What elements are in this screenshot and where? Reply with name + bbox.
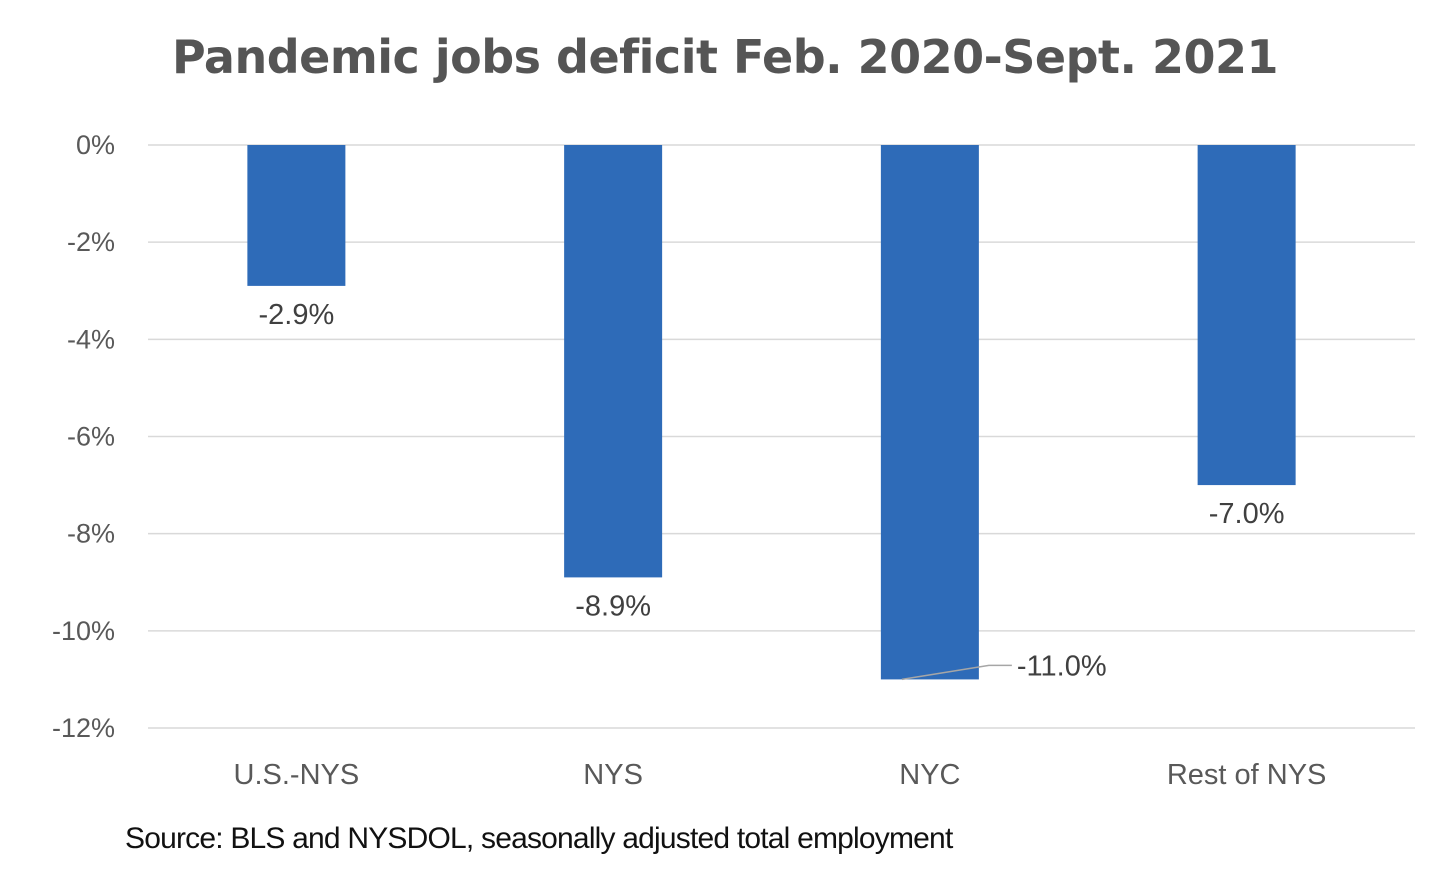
bar	[564, 145, 663, 578]
bar	[880, 145, 979, 680]
bar	[1197, 145, 1296, 486]
data-label: -2.9%	[258, 299, 334, 331]
y-tick-label: -6%	[67, 422, 115, 452]
data-label: -8.9%	[575, 590, 651, 622]
y-axis-tick-labels: 0% -2% -4% -6% -8% -10% -12%	[52, 130, 115, 743]
source-note: Source: BLS and NYSDOL, seasonally adjus…	[125, 822, 953, 855]
y-tick-label: -10%	[52, 616, 115, 646]
gridlines	[148, 144, 1415, 729]
y-tick-label: -4%	[67, 324, 115, 354]
x-tick-label: NYS	[583, 759, 643, 791]
x-tick-label: NYC	[899, 759, 960, 791]
bar	[247, 145, 346, 286]
y-tick-label: -12%	[52, 713, 115, 743]
x-axis-category-labels: U.S.-NYS NYS NYC Rest of NYS	[234, 759, 1327, 791]
x-tick-label: U.S.-NYS	[234, 759, 360, 791]
bar-chart: 0%-2%-4%-6%-8%-10%-12% -2.9%-8.9%-11.0%-…	[52, 130, 1415, 791]
leader-line	[901, 664, 1012, 681]
y-tick-label: 0%	[76, 130, 115, 160]
y-tick-label: -8%	[67, 519, 115, 549]
y-tick-label: -2%	[67, 227, 115, 257]
bars	[247, 145, 1296, 680]
data-label: -11.0%	[1017, 650, 1107, 682]
data-labels: -2.9% -8.9% -11.0% -7.0%	[258, 299, 1284, 683]
chart-title: Pandemic jobs deficit Feb. 2020-Sept. 20…	[171, 30, 1279, 84]
leader-lines	[901, 664, 1012, 681]
x-tick-label: Rest of NYS	[1167, 759, 1327, 791]
data-label: -7.0%	[1209, 498, 1285, 530]
